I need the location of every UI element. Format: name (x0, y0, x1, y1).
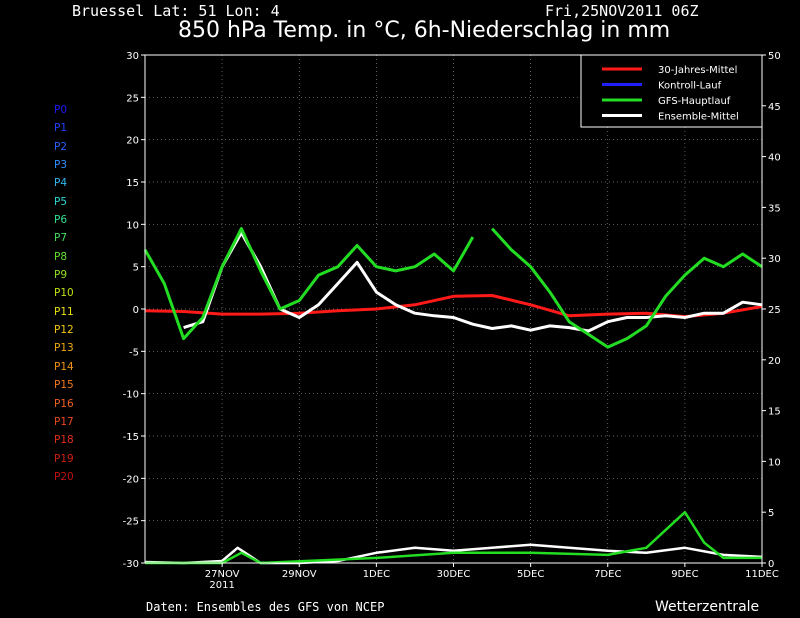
ensemble-member-list: P0 P1 P2 P3 P4 P5 P6 P7 P8 P9 P10 P11 P12 P13 P14 P15 P1… (54, 101, 74, 486)
legend-label: Kontroll-Lauf (658, 81, 722, 92)
member-label: P19 (54, 452, 74, 465)
member-label: P10 (54, 287, 74, 300)
y-left-tick-label: 10 (126, 220, 139, 231)
x-tick-label: 7DEC (594, 569, 621, 580)
y-left-tick-label: 0 (133, 305, 139, 316)
temperature-lines (143, 227, 763, 349)
y-right-tick-label: 45 (768, 102, 781, 113)
member-label: P2 (54, 140, 68, 153)
legend-label: 30-Jahres-Mittel (658, 65, 737, 76)
member-label: P1 (54, 122, 68, 135)
precip-series-line (144, 543, 763, 565)
location-label: Bruessel Lat: 51 Lon: 4 (72, 2, 280, 20)
member-label: P16 (54, 397, 74, 410)
y-left-tick-label: 20 (126, 136, 139, 147)
run-timestamp: Fri,25NOV2011 06Z (545, 2, 699, 20)
temp-series-line (144, 294, 763, 319)
y-left-tick-label: 25 (126, 93, 139, 104)
y-left-tick-label: 30 (126, 51, 139, 62)
member-label: P0 (54, 104, 68, 116)
member-label: P18 (54, 434, 74, 447)
temp-series-line (490, 227, 763, 349)
legend-label: GFS-Hauptlauf (658, 96, 731, 107)
y-left-tick-label: -25 (123, 517, 139, 528)
y-left-tick-label: 15 (126, 178, 139, 189)
legend: 30-Jahres-Mittel Kontroll-Lauf GFS-Hauptla… (580, 54, 763, 128)
member-label: P12 (54, 324, 74, 337)
x-tick-label: 30DEC (437, 569, 471, 580)
y-right-tick-label: 15 (768, 407, 781, 418)
y-left-tick-label: 5 (133, 263, 139, 274)
y-right-tick-label: 30 (768, 254, 781, 265)
member-label: P11 (54, 305, 74, 318)
member-label: P6 (54, 214, 68, 227)
y-right-tick-label: 0 (768, 559, 774, 570)
x-tick-label: 9DEC (671, 569, 698, 580)
temp-series-line (183, 231, 763, 333)
member-label: P7 (54, 232, 68, 245)
y-right-tick-label: 40 (768, 153, 781, 164)
member-label: P14 (54, 360, 74, 373)
member-label: P9 (54, 269, 68, 282)
temp-series-line (143, 227, 475, 341)
y-left-tick-label: -15 (123, 432, 139, 443)
member-label: P15 (54, 379, 74, 392)
brand-label: Wetterzentrale (655, 599, 760, 615)
member-label: P5 (54, 195, 68, 208)
x-tick-label: 27NOV (205, 569, 240, 580)
y-right-tick-label: 25 (768, 305, 781, 316)
gridlines (145, 54, 763, 564)
y-left-tick-label: -10 (123, 390, 139, 401)
member-label: P20 (54, 470, 74, 483)
y-right-tick-label: 20 (768, 356, 781, 367)
member-label: P4 (54, 177, 68, 190)
x-tick-sublabel: 2011 (209, 580, 234, 591)
member-label: P3 (54, 159, 68, 172)
member-label: P17 (54, 415, 74, 428)
y-right-tick-label: 50 (768, 51, 781, 62)
legend-label: Ensemble-Mittel (658, 112, 739, 123)
y-right-tick-label: 10 (768, 457, 781, 468)
x-tick-label: 11DEC (745, 569, 779, 580)
x-tick-label: 1DEC (363, 569, 390, 580)
axis-labels: 302520151050-5-10-15-20-25-3050454035302… (123, 51, 781, 591)
y-left-tick-label: -20 (123, 474, 139, 485)
y-left-tick-label: -5 (129, 347, 139, 358)
member-label: P13 (54, 342, 74, 355)
chart-title: 850 hPa Temp. in °C, 6h-Niederschlag in … (178, 18, 671, 43)
x-tick-label: 29NOV (282, 569, 317, 580)
y-right-tick-label: 5 (768, 508, 774, 519)
y-left-tick-label: -30 (123, 559, 139, 570)
data-credit: Daten: Ensembles des GFS von NCEP (146, 600, 385, 614)
x-tick-label: 5DEC (517, 569, 544, 580)
precip-series-line (145, 510, 762, 565)
y-right-tick-label: 35 (768, 203, 781, 214)
precipitation-lines (144, 510, 763, 565)
member-label: P8 (54, 250, 68, 263)
